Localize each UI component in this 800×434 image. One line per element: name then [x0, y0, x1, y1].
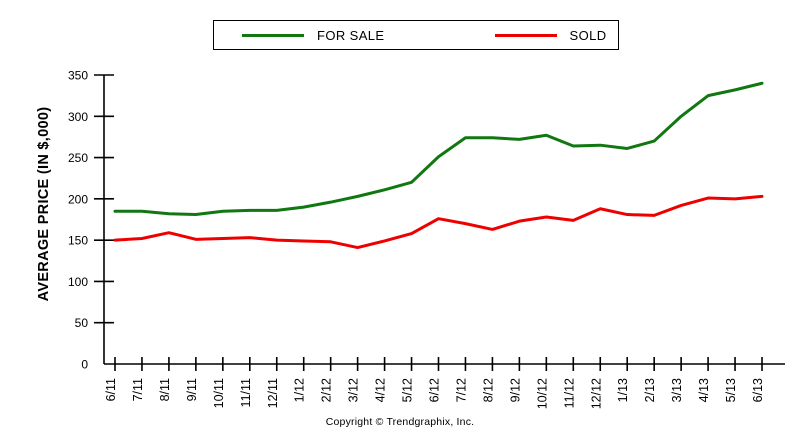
x-tick-label: 5/12	[401, 378, 415, 402]
y-tick-label: 150	[68, 234, 88, 248]
x-tick-label: 11/12	[562, 378, 576, 408]
chart-legend: FOR SALE SOLD	[213, 20, 619, 50]
legend-swatch-sold	[494, 33, 557, 37]
x-tick-label: 1/13	[616, 378, 630, 402]
legend-label-for-sale: FOR SALE	[317, 27, 385, 43]
x-tick-label: 9/11	[185, 378, 199, 401]
x-axis-labels: 6/11 7/11 8/11 9/11 10/11 11/11 12/11 1/12 2/12 3…	[104, 378, 765, 409]
x-tick-label: 3/13	[670, 378, 684, 402]
y-tick-label: 50	[75, 316, 89, 330]
legend-label-sold: SOLD	[569, 27, 607, 43]
x-tick-label: 2/12	[320, 378, 334, 402]
x-tick-label: 12/12	[589, 378, 603, 409]
series-layer	[113, 81, 764, 250]
y-tick-label: 100	[68, 275, 88, 289]
series-line-sold	[113, 194, 764, 250]
copyright-text: Copyright © Trendgraphix, Inc.	[325, 416, 475, 428]
legend-item-sold: SOLD	[494, 21, 607, 49]
x-tick-label: 8/12	[481, 378, 495, 402]
x-tick-label: 8/11	[158, 378, 172, 401]
x-tick-label: 12/11	[266, 378, 280, 408]
y-tick-label: 200	[68, 192, 88, 206]
y-tick-label: 300	[68, 110, 88, 124]
axis-layer	[94, 74, 785, 371]
x-tick-label: 6/13	[751, 378, 765, 402]
x-tick-label: 5/13	[724, 378, 738, 402]
x-tick-label: 4/12	[374, 378, 388, 402]
y-tick-label: 250	[68, 151, 88, 165]
x-tick-label: 9/12	[508, 378, 522, 402]
x-tick-label: 10/12	[535, 378, 549, 409]
y-tick-label: 350	[68, 69, 88, 83]
x-tick-label: 7/12	[454, 378, 468, 402]
x-tick-label: 6/11	[104, 378, 118, 401]
y-axis-labels: 0 50 100 150 200 250 300 350	[68, 69, 88, 372]
legend-item-for-sale: FOR SALE	[242, 21, 385, 49]
series-line-for-sale	[113, 81, 764, 217]
legend-swatch-for-sale	[242, 33, 304, 37]
x-tick-label: 6/12	[428, 378, 442, 402]
x-tick-label: 1/12	[293, 378, 307, 402]
x-tick-label: 4/13	[697, 378, 711, 402]
y-tick-label: 0	[81, 358, 88, 372]
x-tick-label: 7/11	[131, 378, 145, 401]
x-tick-label: 10/11	[212, 378, 226, 408]
x-tick-label: 3/12	[347, 378, 361, 402]
x-tick-label: 2/13	[643, 378, 657, 402]
x-tick-label: 11/11	[239, 378, 253, 407]
